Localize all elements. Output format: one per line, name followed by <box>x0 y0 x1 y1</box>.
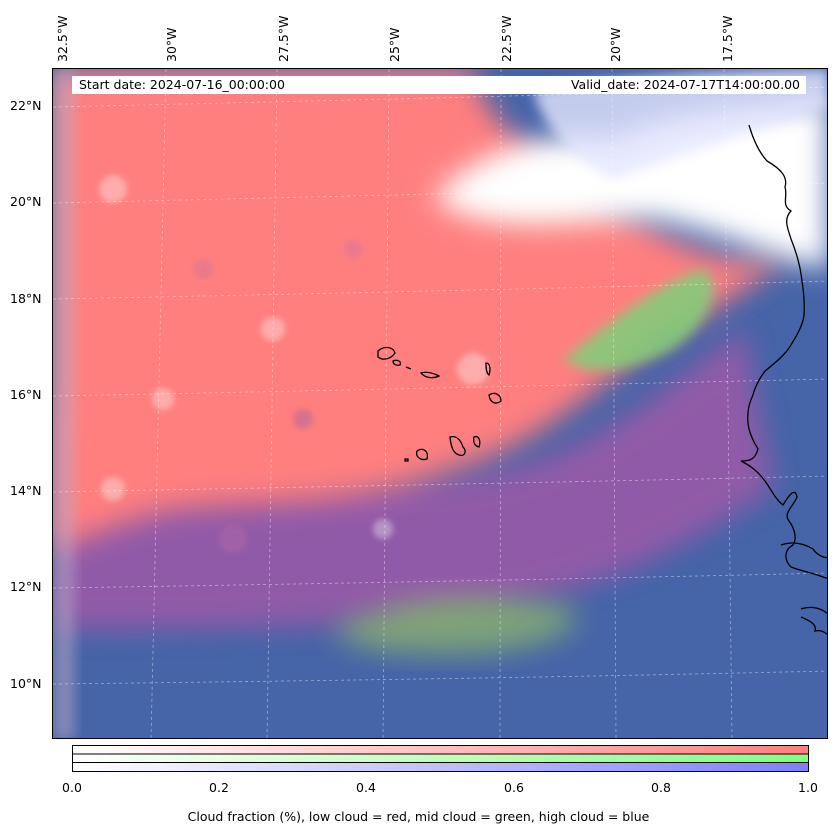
coastline-gambia <box>780 542 827 559</box>
light-high-cloud <box>533 69 827 179</box>
lat-label-14n: 14°N <box>10 483 42 498</box>
colorbar-tick-1: 0.2 <box>209 780 229 795</box>
cape-verde-islands <box>377 346 502 462</box>
lat-label-12n: 12°N <box>10 579 42 594</box>
lon-label-17-5w: 17.5°W <box>720 15 735 62</box>
date-header: Start date: 2024-07-16_00:00:00 Valid_da… <box>72 76 806 94</box>
colorbar-tick-0: 0.0 <box>62 780 82 795</box>
coastline-guinea <box>800 606 827 635</box>
mid-cloud-band-south <box>333 595 577 654</box>
lon-label-27-5w: 27.5°W <box>276 15 291 62</box>
island-maio <box>473 435 481 448</box>
island-sao-vicente <box>392 359 402 366</box>
lat-label-20n: 20°N <box>10 194 42 209</box>
map-panel <box>52 68 828 739</box>
colorbar <box>72 745 809 772</box>
island-fogo <box>415 448 429 461</box>
lon-label-20w: 20°W <box>608 27 623 62</box>
cloud-fraction-map <box>53 69 827 738</box>
island-santo-antao <box>377 346 396 360</box>
lon-label-25w: 25°W <box>387 27 402 62</box>
coastline-africa <box>740 124 827 580</box>
colorbar-tick-5: 1.0 <box>798 780 818 795</box>
colorbar-mid-cloud <box>72 753 809 763</box>
clear-sky-region <box>433 99 827 269</box>
colorbar-tick-2: 0.4 <box>356 780 376 795</box>
mid-cloud-patch-north <box>563 269 713 370</box>
lat-label-18n: 18°N <box>10 291 42 306</box>
lon-label-30w: 30°W <box>164 27 179 62</box>
valid-date-label: Valid_date: 2024-07-17T14:00:00.00 <box>570 77 800 92</box>
colorbar-low-cloud <box>72 745 809 755</box>
lon-label-32-5w: 32.5°W <box>55 15 70 62</box>
start-date-label: Start date: 2024-07-16_00:00:00 <box>79 77 285 92</box>
island-brava <box>404 458 409 462</box>
lat-label-10n: 10°N <box>10 676 42 691</box>
colorbar-tick-3: 0.6 <box>504 780 524 795</box>
island-sao-nicolau <box>419 371 441 379</box>
island-boa-vista <box>488 392 502 404</box>
island-santa-luzia <box>405 366 412 370</box>
colorbar-high-cloud <box>72 762 809 772</box>
lat-label-16n: 16°N <box>10 387 42 402</box>
colorbar-tick-4: 0.8 <box>651 780 671 795</box>
lat-label-22n: 22°N <box>10 98 42 113</box>
low-cloud-core <box>73 89 533 449</box>
mixed-cloud-band <box>53 329 773 629</box>
colorbar-caption: Cloud fraction (%), low cloud = red, mid… <box>187 809 650 824</box>
island-santiago <box>449 435 466 457</box>
cloud-texture <box>99 175 489 553</box>
left-edge-strip <box>53 69 75 738</box>
island-sal <box>485 362 491 377</box>
lon-label-22-5w: 22.5°W <box>499 15 514 62</box>
